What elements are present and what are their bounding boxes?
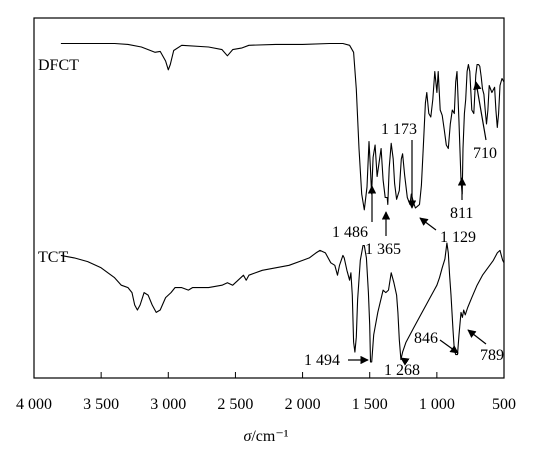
peak-1129-arrow [419, 217, 437, 231]
peak-1365-label: 1 365 [365, 241, 401, 258]
x-axis-ticks: 4 000 3 500 3 000 2 500 2 000 1 500 1 000 500 [16, 372, 516, 413]
x-tick-label: 3 000 [150, 396, 186, 413]
plot-frame [33, 17, 505, 379]
peak-846-arrow [439, 339, 459, 354]
x-axis-symbol: σ [243, 428, 252, 445]
peak-1268-arrow [400, 357, 410, 366]
peak-1268-label: 1 268 [384, 362, 420, 379]
peak-1173-label: 1 173 [381, 121, 417, 138]
x-tick-label: 1 000 [419, 396, 455, 413]
x-axis-unit: /cm⁻¹ [251, 428, 288, 445]
peak-789-label: 789 [480, 347, 504, 364]
peak-annotations: 1 486 1 365 1 173 1 129 811 710 1 494 1 … [304, 81, 504, 379]
x-tick-label: 4 000 [16, 396, 52, 413]
series-lines [60, 42, 505, 363]
x-tick-label: 2 000 [285, 396, 321, 413]
x-tick-label: 1 500 [352, 396, 388, 413]
x-tick-label: 2 500 [217, 396, 253, 413]
peak-846-label: 846 [414, 330, 438, 347]
x-tick-label: 3 500 [83, 396, 119, 413]
x-axis-title: σ/cm⁻¹ [243, 428, 288, 445]
peak-1486-label: 1 486 [332, 224, 368, 241]
peak-710-label: 710 [473, 145, 497, 162]
peak-1129-label: 1 129 [440, 229, 476, 246]
dfct-series-label: DFCT [38, 57, 79, 74]
tct-series-label: TCT [38, 249, 68, 266]
peak-710-arrow [473, 81, 487, 141]
peak-1494-label: 1 494 [304, 352, 340, 369]
dfct-spectrum-line [60, 42, 505, 211]
peak-789-arrow [467, 329, 487, 345]
x-tick-label: 500 [492, 396, 516, 413]
peak-811-label: 811 [450, 205, 473, 222]
